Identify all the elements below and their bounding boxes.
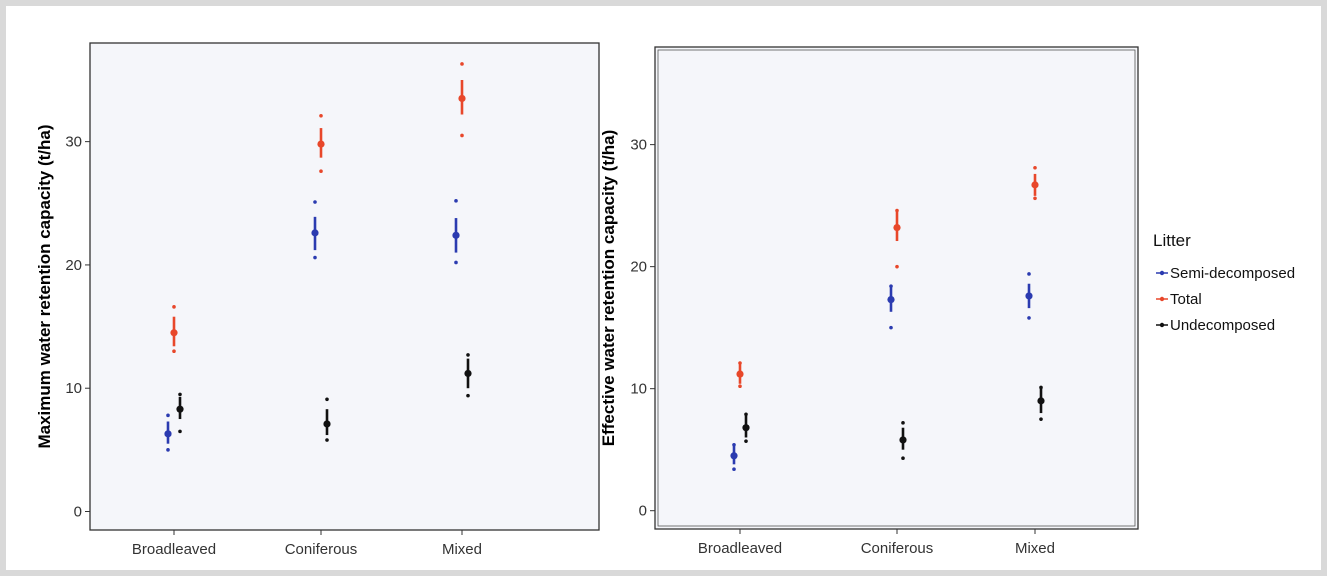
data-point-semi-decomposed-mixed-0 bbox=[1027, 316, 1031, 320]
x-tick-label-broadleaved: Broadleaved bbox=[132, 541, 216, 558]
mean-point-total-broadleaved bbox=[170, 329, 178, 337]
legend-dot-total bbox=[1159, 296, 1165, 302]
data-point-semi-decomposed-coniferous-1 bbox=[313, 200, 317, 204]
legend-item-undecomposed: Undecomposed bbox=[1156, 317, 1275, 334]
data-point-undecomposed-coniferous-0 bbox=[901, 456, 905, 461]
legend-item-semi-decomposed: Semi-decomposed bbox=[1156, 265, 1295, 282]
mean-point-total-coniferous bbox=[893, 223, 901, 232]
legend-label-total: Total bbox=[1170, 291, 1202, 308]
plot-area bbox=[654, 46, 1139, 530]
mean-point-semi-decomposed-coniferous bbox=[887, 295, 895, 304]
mean-point-total-coniferous bbox=[317, 140, 325, 148]
data-point-total-broadleaved-1 bbox=[172, 305, 176, 309]
mean-point-total-mixed bbox=[1031, 181, 1039, 189]
mean-point-undecomposed-mixed bbox=[1037, 397, 1045, 405]
data-point-total-coniferous-0 bbox=[319, 169, 323, 174]
legend-dot-semi-decomposed bbox=[1159, 270, 1165, 276]
data-point-undecomposed-mixed-1 bbox=[1039, 385, 1043, 390]
data-point-semi-decomposed-coniferous-0 bbox=[889, 325, 893, 330]
x-tick-label-coniferous: Coniferous bbox=[861, 540, 934, 557]
mean-point-undecomposed-coniferous bbox=[899, 436, 907, 444]
legend: Litter Semi-decomposed Total Undecompose… bbox=[1153, 231, 1295, 334]
y-tick-label: 0 bbox=[639, 503, 647, 520]
legend-label-semi-decomposed: Semi-decomposed bbox=[1170, 265, 1295, 282]
mean-point-semi-decomposed-coniferous bbox=[311, 229, 319, 237]
data-point-total-broadleaved-0 bbox=[172, 349, 176, 354]
plot-area bbox=[89, 42, 600, 531]
data-point-total-coniferous-1 bbox=[895, 208, 899, 213]
mean-point-total-broadleaved bbox=[736, 370, 744, 378]
data-point-undecomposed-broadleaved-1 bbox=[744, 412, 748, 417]
data-point-semi-decomposed-coniferous-1 bbox=[889, 284, 893, 288]
x-tick-label-coniferous: Coniferous bbox=[285, 541, 358, 558]
data-point-total-mixed-0 bbox=[1033, 196, 1037, 201]
y-tick-label: 20 bbox=[65, 257, 82, 274]
y-axis-label: Effective water retention capacity (t/ha… bbox=[599, 130, 618, 446]
mean-point-semi-decomposed-broadleaved bbox=[164, 430, 172, 438]
data-point-semi-decomposed-broadleaved-1 bbox=[732, 443, 736, 447]
chart-panel-effective-capacity: 0 10 20 30 Broadleaved Coniferous Mixed Effecti… bbox=[599, 46, 1139, 557]
data-point-semi-decomposed-coniferous-0 bbox=[313, 255, 317, 260]
x-tick-label-mixed: Mixed bbox=[1015, 540, 1055, 557]
legend-title: Litter bbox=[1153, 231, 1191, 250]
legend-label-undecomposed: Undecomposed bbox=[1170, 317, 1275, 334]
data-point-undecomposed-coniferous-1 bbox=[901, 421, 905, 425]
data-point-total-coniferous-1 bbox=[319, 113, 323, 118]
data-point-total-coniferous-0 bbox=[895, 264, 899, 269]
y-axis-label: Maximum water retention capacity (t/ha) bbox=[35, 124, 54, 448]
data-point-undecomposed-mixed-1 bbox=[466, 353, 470, 357]
mean-point-total-mixed bbox=[458, 94, 466, 103]
y-tick-label: 30 bbox=[65, 134, 82, 151]
plot-area-inner-border bbox=[657, 49, 1136, 527]
data-point-undecomposed-broadleaved-0 bbox=[178, 429, 182, 434]
mean-point-semi-decomposed-mixed bbox=[452, 231, 460, 239]
mean-point-semi-decomposed-broadleaved bbox=[730, 452, 738, 460]
mean-point-undecomposed-broadleaved bbox=[742, 424, 750, 432]
data-point-semi-decomposed-mixed-1 bbox=[1027, 272, 1031, 276]
data-point-undecomposed-broadleaved-0 bbox=[744, 439, 748, 443]
legend-item-total: Total bbox=[1156, 291, 1202, 308]
mean-point-undecomposed-broadleaved bbox=[176, 405, 184, 413]
mean-point-undecomposed-coniferous bbox=[323, 420, 331, 428]
mean-point-semi-decomposed-mixed bbox=[1025, 292, 1033, 300]
data-point-semi-decomposed-broadleaved-0 bbox=[166, 448, 170, 452]
data-point-semi-decomposed-mixed-1 bbox=[454, 199, 458, 203]
y-tick-label: 10 bbox=[65, 380, 82, 397]
legend-dot-undecomposed bbox=[1159, 322, 1165, 328]
data-point-semi-decomposed-broadleaved-0 bbox=[732, 467, 736, 472]
chart-panel-max-capacity: 0 10 20 30 Broadleaved Coniferous Mixed Maximum… bbox=[35, 42, 600, 558]
data-point-total-mixed-1 bbox=[1033, 166, 1037, 170]
x-tick-label-mixed: Mixed bbox=[442, 541, 482, 558]
y-tick-label: 30 bbox=[630, 137, 647, 154]
data-point-semi-decomposed-mixed-0 bbox=[454, 260, 458, 265]
data-point-undecomposed-mixed-0 bbox=[1039, 417, 1043, 421]
y-tick-label: 10 bbox=[630, 381, 647, 398]
data-point-undecomposed-mixed-0 bbox=[466, 393, 470, 398]
data-point-semi-decomposed-broadleaved-1 bbox=[166, 413, 170, 418]
data-point-undecomposed-broadleaved-1 bbox=[178, 392, 182, 397]
data-point-total-broadleaved-0 bbox=[738, 384, 742, 389]
data-point-total-broadleaved-1 bbox=[738, 361, 742, 365]
mean-point-undecomposed-mixed bbox=[464, 369, 472, 378]
data-point-undecomposed-coniferous-1 bbox=[325, 397, 329, 402]
data-point-total-mixed-1 bbox=[460, 62, 464, 66]
data-point-undecomposed-coniferous-0 bbox=[325, 438, 329, 442]
y-tick-label: 0 bbox=[74, 504, 82, 521]
y-tick-label: 20 bbox=[630, 259, 647, 276]
x-tick-label-broadleaved: Broadleaved bbox=[698, 540, 782, 557]
data-point-total-mixed-0 bbox=[460, 133, 464, 138]
